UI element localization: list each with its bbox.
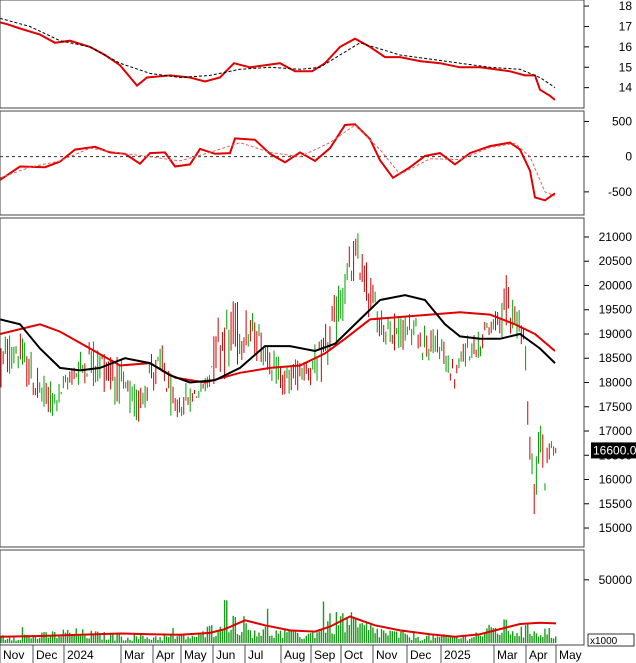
price-ytick-label: 21000 xyxy=(599,230,633,244)
price-ytick-label: 18000 xyxy=(599,376,633,390)
indicator-top-panel: 14 15 16 17 18 xyxy=(0,0,633,101)
volume-bars xyxy=(0,600,557,643)
last-price-tag xyxy=(591,442,636,459)
x-tick-label: 2025 xyxy=(444,648,471,662)
oscillator-ytick-label: 500 xyxy=(612,114,632,128)
x-tick-label: Mar xyxy=(124,648,145,662)
x-tick-label: Aug xyxy=(284,648,305,662)
price-ytick-label: 16000 xyxy=(599,473,633,487)
price-ytick-label: 17000 xyxy=(599,424,633,438)
x-tick-label: May xyxy=(184,648,207,662)
indicator-top-ytick-label: 18 xyxy=(619,0,633,13)
x-tick-label: Sep xyxy=(314,648,336,662)
x-tick-label: Jul xyxy=(248,648,263,662)
price-ytick-label: 20000 xyxy=(599,278,633,292)
oscillator-ytick-label: -500 xyxy=(608,185,632,199)
indicator-top-ytick-label: 17 xyxy=(619,19,633,33)
price-ytick-label: 19500 xyxy=(599,303,633,317)
x-tick-label: Nov xyxy=(376,648,397,662)
price-ytick-label: 20500 xyxy=(599,254,633,268)
indicator-top-ytick-label: 15 xyxy=(619,60,633,74)
price-ytick-label: 18500 xyxy=(599,351,633,365)
oscillator-panel: 500 0 -500 xyxy=(0,114,632,202)
x-tick-label: Dec xyxy=(410,648,431,662)
price-ytick-label: 17500 xyxy=(599,400,633,414)
x-tick-label: May xyxy=(559,648,582,662)
x-tick-label: Apr xyxy=(156,648,175,662)
x-tick-label: Jun xyxy=(216,648,235,662)
panel-frames xyxy=(0,0,585,646)
price-ytick-label: 15500 xyxy=(599,497,633,511)
x-tick-label: Oct xyxy=(344,648,363,662)
price-series-line xyxy=(0,294,556,384)
x-tick-label: Nov xyxy=(3,648,24,662)
last-price-label: 16600.00 xyxy=(593,443,636,457)
volume-series-line xyxy=(0,615,557,638)
time-axis: Nov Dec 2024 Mar Apr May Jun Jul Aug Sep Oct Nov Dec… xyxy=(0,644,584,663)
indicator-top-frame xyxy=(0,0,585,109)
x-tick-label: Apr xyxy=(529,648,548,662)
volume-ytick-label: 50000 xyxy=(599,573,633,587)
volume-panel: 50000 x1000 xyxy=(0,573,635,647)
candles xyxy=(0,233,557,515)
unit-box xyxy=(587,633,635,647)
oscillator-series-line xyxy=(0,124,556,197)
price-frame xyxy=(0,217,585,548)
x-tick-label: Mar xyxy=(497,648,518,662)
price-ytick-label: 15000 xyxy=(599,521,633,535)
x-tick-label: 2024 xyxy=(67,648,94,662)
volume-unit-label: x1000 xyxy=(590,636,618,647)
price-panel: 1500015500160001650017000175001800018500… xyxy=(0,230,636,535)
indicator-top-series-line xyxy=(0,17,556,89)
indicator-top-ytick-label: 16 xyxy=(619,40,633,54)
indicator-top-ytick-label: 14 xyxy=(619,81,633,95)
oscillator-ytick-label: 0 xyxy=(625,150,632,164)
volume-frame xyxy=(0,549,585,646)
price-series-line xyxy=(0,311,556,384)
x-tick-label: Dec xyxy=(36,648,57,662)
oscillator-frame xyxy=(0,110,585,216)
price-ytick-label: 19000 xyxy=(599,327,633,341)
